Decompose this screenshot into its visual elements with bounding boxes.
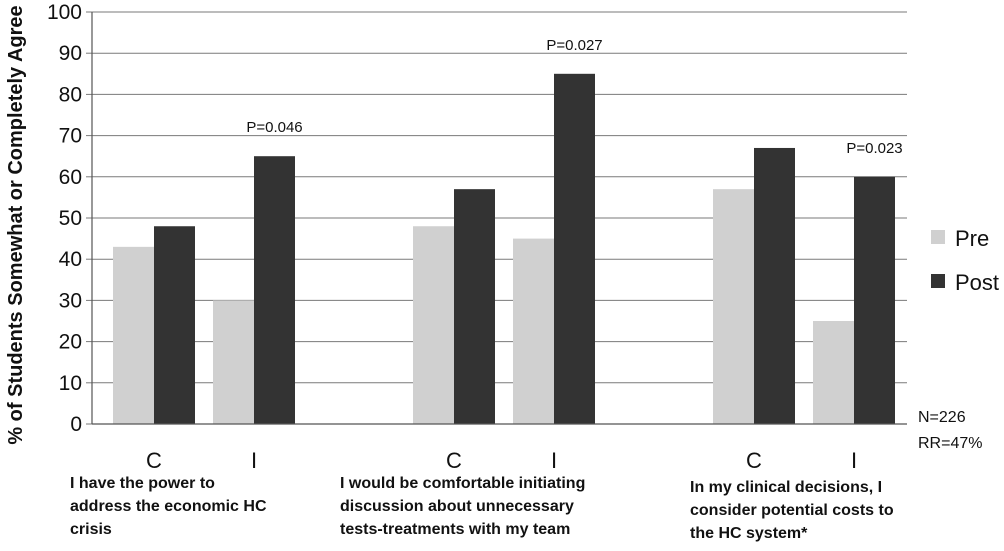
bar-pre — [113, 246, 154, 424]
response-rate-note: RR=47% — [918, 435, 982, 452]
x-category-label: I — [851, 448, 857, 473]
y-axis-ticks: 0 10 20 30 40 50 60 70 80 90 100 — [47, 1, 82, 436]
y-tick-label: 30 — [59, 289, 82, 312]
y-tick-label: 0 — [70, 413, 82, 436]
bar-pre — [413, 226, 454, 424]
legend-post-swatch — [931, 274, 945, 288]
legend: Pre Post — [931, 226, 999, 295]
y-tick-label: 60 — [59, 166, 82, 189]
p-value-annotations: P=0.046 P=0.027 P=0.023 — [246, 37, 902, 157]
y-tick-label: 40 — [59, 248, 82, 271]
x-category-label: C — [446, 448, 462, 473]
y-tick-label: 20 — [59, 331, 82, 354]
x-category-label: I — [551, 448, 557, 473]
y-tick-label: 50 — [59, 207, 82, 230]
bar-pre — [513, 238, 554, 424]
group-label-discussion: I would be comfortable initiating discus… — [340, 475, 586, 538]
p-value-label: P=0.027 — [546, 37, 602, 54]
bar-pre — [813, 321, 854, 424]
p-value-label: P=0.023 — [846, 140, 902, 157]
y-tick-label: 10 — [59, 372, 82, 395]
bar-post — [554, 73, 595, 425]
x-category-label: I — [251, 448, 257, 473]
legend-pre-label: Pre — [955, 226, 989, 251]
group-label-power: I have the power to address the economic… — [70, 475, 267, 538]
y-axis-label: % of Students Somewhat or Completely Agr… — [5, 5, 27, 444]
bar-post — [154, 226, 195, 424]
bar-post — [454, 189, 495, 424]
x-category-label: C — [146, 448, 162, 473]
bars — [113, 73, 895, 425]
y-tick-label: 90 — [59, 42, 82, 65]
x-category-label: C — [746, 448, 762, 473]
legend-pre-swatch — [931, 230, 945, 244]
sample-size-note: N=226 — [918, 409, 966, 426]
group-label-costs: In my clinical decisions, I consider pot… — [690, 479, 894, 542]
y-tick-label: 70 — [59, 125, 82, 148]
p-value-label: P=0.046 — [246, 119, 302, 136]
y-tick-label: 100 — [47, 1, 82, 24]
y-tick-label: 80 — [59, 83, 82, 106]
bar-pre — [713, 189, 754, 424]
bar-post — [754, 147, 795, 424]
legend-post-label: Post — [955, 270, 999, 295]
bar-pre — [213, 300, 254, 424]
bar-post — [854, 176, 895, 424]
bar-post — [254, 156, 295, 424]
